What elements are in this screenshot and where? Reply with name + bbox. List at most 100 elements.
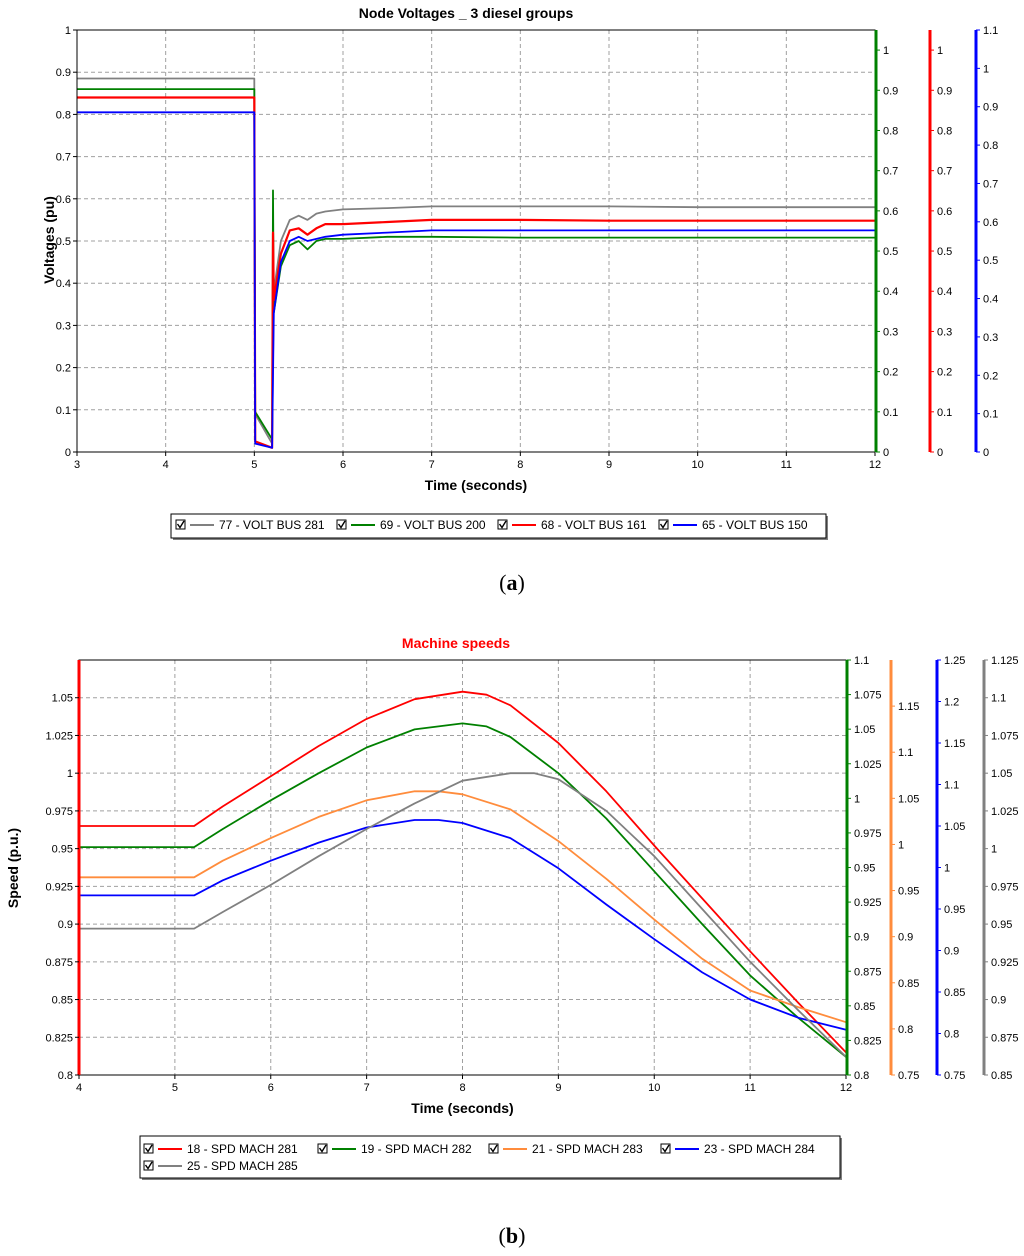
y-tick-label: 1.05 [52, 693, 73, 705]
legend-item-2: 19 - SPD MACH 282 [317, 1142, 472, 1156]
secondary-axis-1: 0.8 0.825 0.85 0.875 0.9 0.925 0.95 0.975 1 1.025… [845, 655, 882, 1082]
secondary-tick-label: 0.8 [944, 1029, 959, 1041]
y-tick-label: 0.875 [45, 957, 73, 969]
legend-label: 25 - SPD MACH 285 [187, 1159, 298, 1173]
secondary-tick-label: 0.975 [991, 881, 1019, 893]
secondary-tick-label: 1.1 [983, 25, 998, 37]
y-tick-label: 0.3 [56, 320, 71, 332]
legend-item-1: 18 - SPD MACH 281 [143, 1142, 298, 1156]
y-tick-label: 0.1 [56, 405, 71, 417]
secondary-tick-label: 0.8 [937, 125, 952, 137]
secondary-tick-label: 0.95 [898, 886, 919, 898]
legend-label: 77 - VOLT BUS 281 [219, 518, 325, 532]
secondary-tick-label: 0.95 [991, 919, 1012, 931]
series-group [77, 77, 875, 449]
grid [77, 30, 875, 452]
series-line-3 [77, 96, 875, 449]
legend-label: 68 - VOLT BUS 161 [541, 518, 647, 532]
y-tick-label: 0.6 [56, 194, 71, 206]
secondary-tick-label: 0.3 [937, 326, 952, 338]
checkmark-icon [176, 520, 185, 529]
secondary-tick-label: 0.875 [854, 966, 882, 978]
legend: 77 - VOLT BUS 281 69 - VOLT BUS 200 68 - V… [170, 513, 828, 540]
x-tick-label: 4 [76, 1082, 82, 1094]
secondary-tick-label: 0.8 [854, 1070, 869, 1082]
secondary-tick-label: 1.075 [854, 690, 882, 702]
secondary-tick-label: 0.8 [983, 140, 998, 152]
secondary-tick-label: 0.8 [898, 1024, 913, 1036]
legend-item-4: 23 - SPD MACH 284 [660, 1142, 815, 1156]
y-tick-label: 0.9 [58, 919, 73, 931]
x-tick-label: 10 [648, 1082, 660, 1094]
caption-paren: ) [518, 1223, 525, 1248]
secondary-tick-label: 1.025 [854, 759, 882, 771]
legend-checkbox [317, 1143, 328, 1154]
caption-paren: ( [499, 570, 506, 595]
secondary-tick-label: 0.85 [854, 1001, 875, 1013]
secondary-tick-label: 1.025 [991, 806, 1019, 818]
series-line-1 [79, 690, 847, 1054]
legend-checkbox [497, 519, 508, 530]
secondary-tick-label: 1.15 [898, 701, 919, 713]
secondary-axis-2: 0 0.1 0.2 0.3 0.4 0.5 0.6 0.7 0.8 0.9 1 [928, 30, 952, 459]
x-tick-label: 7 [429, 459, 435, 471]
legend-item-3: 68 - VOLT BUS 161 [497, 518, 647, 532]
figure-caption: (a) [499, 570, 525, 595]
x-tick-label: 11 [744, 1082, 755, 1094]
y-tick-label: 0.8 [58, 1070, 73, 1082]
legend-label: 65 - VOLT BUS 150 [702, 518, 808, 532]
y-tick-label: 0.95 [52, 844, 73, 856]
secondary-tick-label: 0.2 [983, 370, 998, 382]
y-tick-label: 1 [67, 768, 73, 780]
x-tick-label: 5 [172, 1082, 178, 1094]
legend-item-3: 21 - SPD MACH 283 [488, 1142, 643, 1156]
secondary-tick-label: 0.95 [944, 904, 965, 916]
secondary-tick-label: 0.7 [983, 178, 998, 190]
x-tick-label: 4 [163, 459, 169, 471]
secondary-axis-2: 0.75 0.8 0.85 0.9 0.95 1 1.05 1.1 1.15 [889, 660, 919, 1082]
legend-checkbox [175, 519, 186, 530]
secondary-tick-label: 1.2 [944, 697, 959, 709]
legend-checkbox [143, 1160, 154, 1171]
chart-title: Node Voltages _ 3 diesel groups [359, 5, 574, 21]
x-tick-label: 7 [364, 1082, 370, 1094]
y-tick-label: 1.025 [45, 730, 73, 742]
legend-checkbox [658, 519, 669, 530]
x-tick-label: 6 [268, 1082, 274, 1094]
secondary-tick-label: 0.9 [991, 995, 1006, 1007]
series-line-1 [77, 77, 875, 445]
secondary-tick-label: 0.9 [883, 85, 898, 97]
secondary-tick-label: 0.5 [883, 246, 898, 258]
secondary-tick-label: 0.95 [854, 863, 875, 875]
legend-label: 23 - SPD MACH 284 [704, 1142, 815, 1156]
secondary-tick-label: 1.05 [991, 768, 1012, 780]
secondary-tick-label: 0.1 [883, 407, 898, 419]
secondary-tick-label: 0.4 [937, 286, 952, 298]
secondary-tick-label: 1 [937, 45, 943, 57]
secondary-tick-label: 0.7 [937, 166, 952, 178]
checkmark-icon [318, 1144, 327, 1153]
secondary-tick-label: 0.1 [937, 407, 952, 419]
checkmark-icon [144, 1144, 153, 1153]
secondary-tick-label: 0.975 [854, 828, 882, 840]
secondary-tick-label: 1 [883, 45, 889, 57]
secondary-tick-label: 0.875 [991, 1032, 1019, 1044]
legend: 18 - SPD MACH 281 19 - SPD MACH 282 21 - S… [139, 1135, 842, 1180]
secondary-tick-label: 0.9 [898, 932, 913, 944]
secondary-tick-label: 1 [854, 793, 860, 805]
secondary-tick-label: 0 [983, 447, 989, 459]
legend-label: 69 - VOLT BUS 200 [380, 518, 486, 532]
secondary-tick-label: 1.1 [991, 693, 1006, 705]
secondary-tick-label: 1.05 [854, 724, 875, 736]
secondary-tick-label: 0 [883, 447, 889, 459]
checkmark-icon [661, 1144, 670, 1153]
y-tick-label: 0.825 [45, 1032, 73, 1044]
secondary-tick-label: 0.5 [937, 246, 952, 258]
caption-paren: ( [499, 1223, 506, 1248]
secondary-tick-label: 0.6 [937, 206, 952, 218]
y-tick-label: 0.975 [45, 806, 73, 818]
x-tick-label: 10 [692, 459, 704, 471]
x-tick-label: 12 [840, 1082, 852, 1094]
legend-label: 19 - SPD MACH 282 [361, 1142, 472, 1156]
